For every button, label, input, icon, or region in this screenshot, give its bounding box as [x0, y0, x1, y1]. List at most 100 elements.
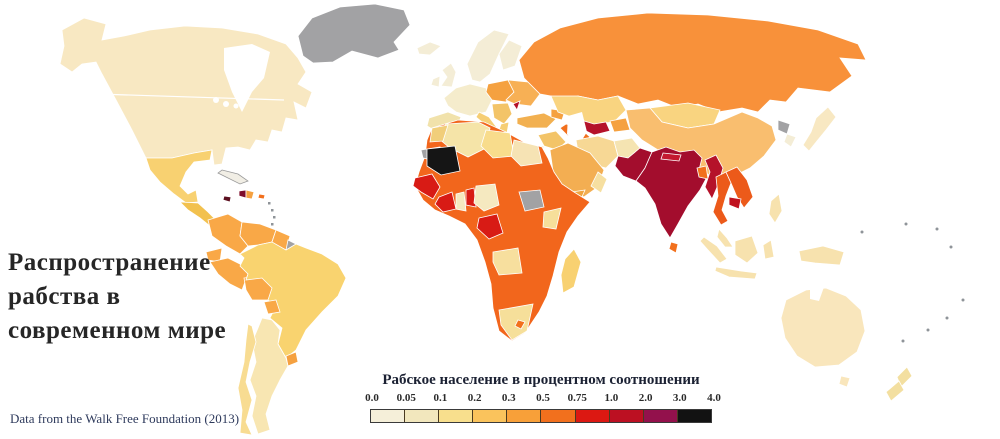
great-lake — [213, 97, 219, 103]
region-kenya — [542, 207, 562, 230]
lesser-antilles-speck — [273, 216, 276, 219]
pacific-island-speck — [949, 245, 953, 249]
page-title: Распространение рабства в современном ми… — [8, 246, 226, 348]
region-new-zealand-south — [885, 380, 905, 402]
legend-swatch — [574, 410, 609, 422]
region-chile — [237, 323, 257, 436]
legend-ticks: 0.0 0.05 0.1 0.2 0.3 0.5 0.75 1.0 2.0 3.0 4.0 — [365, 392, 721, 407]
legend-swatch — [438, 410, 473, 422]
region-paraguay — [263, 299, 281, 315]
region-argentina — [249, 317, 289, 435]
pacific-island-speck — [945, 316, 949, 320]
region-ghana — [455, 191, 467, 212]
region-indonesia-sumatra — [699, 236, 728, 264]
region-balkans — [491, 102, 513, 125]
legend-tick-label: 3.0 — [672, 392, 687, 404]
region-mauritania — [426, 145, 461, 176]
region-kyrgyzstan-tajikistan — [609, 117, 631, 133]
pacific-island-speck — [961, 298, 965, 302]
lesser-antilles-speck — [271, 209, 274, 212]
region-togo-benin — [465, 187, 477, 208]
region-japan — [802, 106, 837, 152]
region-bangladesh — [696, 165, 709, 180]
hudson-bay — [224, 44, 270, 112]
title-line-3: современном мире — [8, 317, 227, 344]
region-cambodia — [728, 196, 742, 210]
region-madagascar — [560, 248, 582, 294]
region-dominican-republic — [245, 189, 255, 200]
legend-title: Рабское население в процентном соотношен… — [382, 372, 700, 388]
title-line-2: рабства в — [8, 283, 121, 310]
us-canada-border — [97, 93, 285, 101]
title-line-1: Распространение — [8, 249, 211, 276]
region-indonesia-borneo — [734, 235, 759, 264]
legend-swatch — [676, 410, 711, 422]
region-south-africa — [498, 303, 534, 341]
region-angola — [492, 247, 523, 276]
region-sri-lanka — [668, 241, 679, 254]
region-libya — [480, 129, 515, 159]
lesser-antilles-speck — [268, 202, 271, 205]
legend-tick-label: 0.05 — [396, 392, 416, 404]
legend-tick-label: 2.0 — [638, 392, 653, 404]
region-india — [635, 146, 708, 239]
region-nepal — [660, 152, 682, 162]
lesser-antilles-speck — [271, 223, 274, 226]
legend-tick-label: 0.2 — [467, 392, 482, 404]
pacific-island-speck — [926, 328, 930, 332]
region-tasmania — [838, 375, 851, 388]
legend-tick-label: 1.0 — [604, 392, 619, 404]
region-finland — [498, 39, 523, 71]
legend-bar — [370, 409, 712, 423]
region-mexico — [145, 149, 213, 204]
region-myanmar — [704, 154, 724, 200]
legend: Рабское население в процентном соотношен… — [365, 372, 721, 423]
great-lake — [223, 101, 229, 107]
region-puerto-rico — [257, 193, 266, 200]
region-malaysia — [716, 228, 734, 248]
region-western-europe — [443, 83, 493, 117]
region-morocco — [429, 124, 449, 143]
pacific-island-speck — [904, 222, 908, 226]
region-kazakhstan — [550, 95, 627, 125]
region-indonesia-sulawesi — [762, 239, 775, 260]
pacific-island-speck — [935, 227, 939, 231]
region-indonesia-java — [714, 266, 758, 280]
region-south-korea — [783, 133, 797, 148]
region-australia — [780, 287, 866, 368]
region-turkey — [516, 112, 557, 129]
legend-tick-label: 0.5 — [536, 392, 550, 404]
region-uk — [440, 62, 457, 88]
attribution: Data from the Walk Free Foundation (2013… — [10, 411, 240, 426]
legend-tick-label: 0.75 — [567, 392, 587, 404]
region-iceland — [416, 41, 442, 56]
region-gabon-congo — [476, 213, 504, 240]
great-lake — [233, 103, 239, 109]
legend-swatch — [540, 410, 575, 422]
pacific-island-speck — [901, 339, 905, 343]
region-greenland — [297, 3, 411, 64]
legend-swatch — [608, 410, 643, 422]
legend-swatch — [371, 410, 405, 422]
legend-tick-label: 4.0 — [707, 392, 721, 404]
region-south-sudan — [518, 189, 545, 212]
region-ireland — [430, 75, 441, 88]
region-new-guinea — [798, 245, 845, 266]
region-jamaica — [222, 195, 232, 203]
gulf-of-carpentaria — [810, 287, 824, 301]
legend-swatch — [404, 410, 439, 422]
region-haiti — [238, 189, 247, 199]
pacific-island-speck — [860, 230, 864, 234]
region-canada-usa — [59, 17, 313, 166]
legend-swatch — [642, 410, 677, 422]
legend-tick-label: 0.0 — [365, 392, 379, 404]
region-egypt — [510, 139, 543, 167]
region-oman — [590, 171, 608, 194]
region-north-korea — [777, 119, 791, 135]
legend-tick-label: 0.1 — [433, 392, 448, 404]
region-senegal-guinea — [412, 173, 441, 200]
legend-swatch — [506, 410, 541, 422]
legend-swatch — [472, 410, 507, 422]
